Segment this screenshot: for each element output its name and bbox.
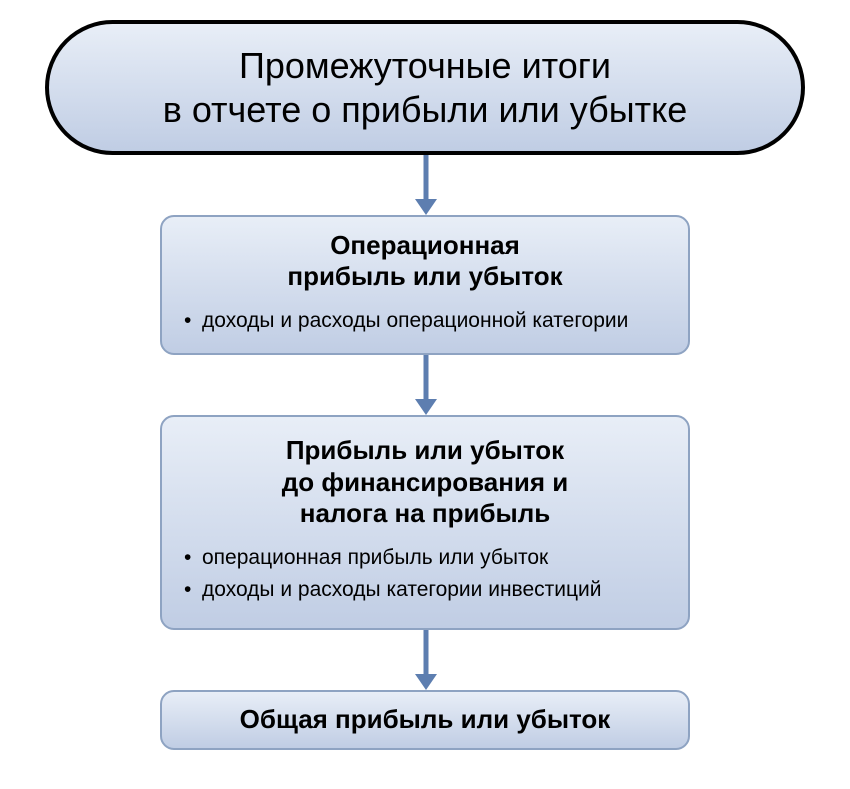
arrow-3 (425, 630, 426, 690)
arrow-2 (425, 355, 426, 415)
bullet-item: доходы и расходы операционной категории (184, 308, 666, 334)
total-node-title: Общая прибыль или убыток (184, 704, 666, 735)
op-profit-node-title: Операционнаяприбыль или убыток (184, 230, 666, 292)
bullet-item: доходы и расходы категории инвестиций (184, 577, 666, 603)
pre-fin-node-title: Прибыль или убытокдо финансирования инал… (184, 435, 666, 529)
op-profit-node: Операционнаяприбыль или убыток доходы и р… (160, 215, 690, 355)
total-node: Общая прибыль или убыток (160, 690, 690, 750)
pre-fin-node-bullets: операционная прибыль или убыток доходы и … (184, 539, 666, 610)
flowchart-canvas: Промежуточные итогив отчете о прибыли ил… (0, 0, 850, 789)
title-node-title: Промежуточные итогив отчете о прибыли ил… (163, 44, 688, 130)
arrow-shaft (423, 155, 428, 201)
pre-fin-node: Прибыль или убытокдо финансирования инал… (160, 415, 690, 630)
arrow-head-icon (415, 199, 437, 215)
arrow-1 (425, 155, 426, 215)
arrow-head-icon (415, 674, 437, 690)
bullet-item: операционная прибыль или убыток (184, 545, 666, 571)
arrow-head-icon (415, 399, 437, 415)
title-node: Промежуточные итогив отчете о прибыли ил… (45, 20, 805, 155)
op-profit-node-bullets: доходы и расходы операционной категории (184, 302, 666, 340)
arrow-shaft (423, 355, 428, 401)
arrow-shaft (423, 630, 428, 676)
